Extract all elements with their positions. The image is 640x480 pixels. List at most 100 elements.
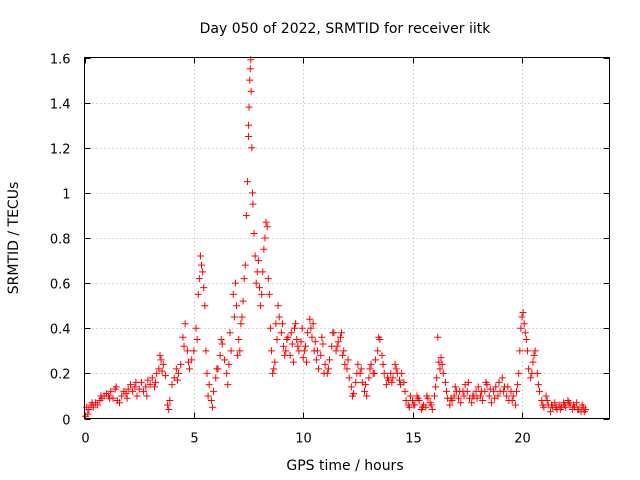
data-point <box>517 324 525 332</box>
data-point <box>312 356 320 364</box>
data-point <box>503 392 511 400</box>
data-point <box>522 336 530 344</box>
data-point <box>181 320 189 328</box>
data-point <box>485 392 493 400</box>
data-point <box>246 65 254 73</box>
data-point <box>210 387 218 395</box>
data-point <box>172 365 180 373</box>
data-point <box>301 342 309 350</box>
data-point <box>345 374 353 382</box>
data-point <box>266 324 274 332</box>
data-point <box>543 396 551 404</box>
data-point <box>252 279 260 287</box>
data-point <box>207 396 215 404</box>
x-tick-label: 20 <box>514 432 531 447</box>
data-point <box>280 342 288 350</box>
data-point <box>527 374 535 382</box>
data-point <box>367 360 375 368</box>
data-point <box>397 381 405 389</box>
data-point <box>297 338 305 346</box>
data-point <box>161 372 169 380</box>
data-point <box>468 399 476 407</box>
data-point <box>387 369 395 377</box>
data-point <box>281 351 289 359</box>
data-point <box>126 381 134 389</box>
x-tick-label: 15 <box>405 432 422 447</box>
y-tick-label: 1 <box>62 188 70 203</box>
data-point <box>414 394 422 402</box>
data-point <box>396 376 403 384</box>
data-point <box>401 387 409 395</box>
data-point <box>250 229 258 237</box>
y-tick-label: 1.4 <box>50 98 71 113</box>
data-point <box>410 401 418 409</box>
data-point <box>221 356 228 364</box>
data-point <box>357 365 365 373</box>
data-point <box>201 302 209 310</box>
data-point <box>268 347 276 355</box>
data-point <box>361 387 368 395</box>
data-point <box>260 245 268 253</box>
data-point <box>523 347 531 355</box>
data-point <box>427 401 435 409</box>
data-point <box>552 403 560 411</box>
data-point <box>122 390 130 398</box>
data-point <box>257 302 265 310</box>
data-point <box>132 378 140 386</box>
data-point <box>231 279 239 287</box>
data-point <box>236 347 244 355</box>
data-point <box>158 367 166 375</box>
data-point <box>223 369 231 377</box>
data-point <box>97 392 105 400</box>
data-point <box>229 290 237 298</box>
data-point <box>539 401 547 409</box>
data-point <box>333 342 341 350</box>
data-point <box>519 308 527 316</box>
data-point <box>237 320 245 328</box>
data-point <box>270 365 278 373</box>
data-point <box>94 401 102 409</box>
data-point <box>341 360 349 368</box>
x-tick-label: 0 <box>81 432 89 447</box>
data-point <box>202 347 210 355</box>
data-point <box>318 333 326 341</box>
data-point <box>456 387 464 395</box>
data-point <box>256 284 263 292</box>
data-point <box>432 383 440 391</box>
y-axis-title: SRMTID / TECUs <box>6 182 22 295</box>
data-point <box>521 329 529 337</box>
data-point <box>339 351 347 359</box>
data-point <box>311 338 319 346</box>
data-point <box>439 369 447 377</box>
data-point <box>88 399 96 407</box>
data-point <box>525 365 533 373</box>
data-point <box>135 385 143 393</box>
data-point <box>362 381 370 389</box>
data-point <box>329 329 337 337</box>
data-point <box>227 347 235 355</box>
data-point <box>258 290 266 298</box>
data-point <box>469 392 477 400</box>
data-point <box>433 374 441 382</box>
data-point <box>247 87 255 95</box>
data-point <box>307 324 315 332</box>
data-point <box>218 340 226 348</box>
data-point <box>457 399 465 407</box>
data-point <box>511 401 519 409</box>
data-point <box>332 347 340 355</box>
data-point <box>375 333 383 341</box>
data-point <box>289 358 297 366</box>
data-point <box>499 387 507 395</box>
data-point <box>516 347 524 355</box>
data-point <box>531 347 539 355</box>
data-point <box>112 383 120 391</box>
data-point <box>569 401 577 409</box>
data-point <box>513 387 521 395</box>
data-point <box>199 268 207 276</box>
data-point <box>156 351 164 359</box>
data-point <box>259 268 267 276</box>
data-point <box>529 358 537 366</box>
y-tick-label: 0.4 <box>50 323 71 338</box>
data-point <box>363 392 371 400</box>
